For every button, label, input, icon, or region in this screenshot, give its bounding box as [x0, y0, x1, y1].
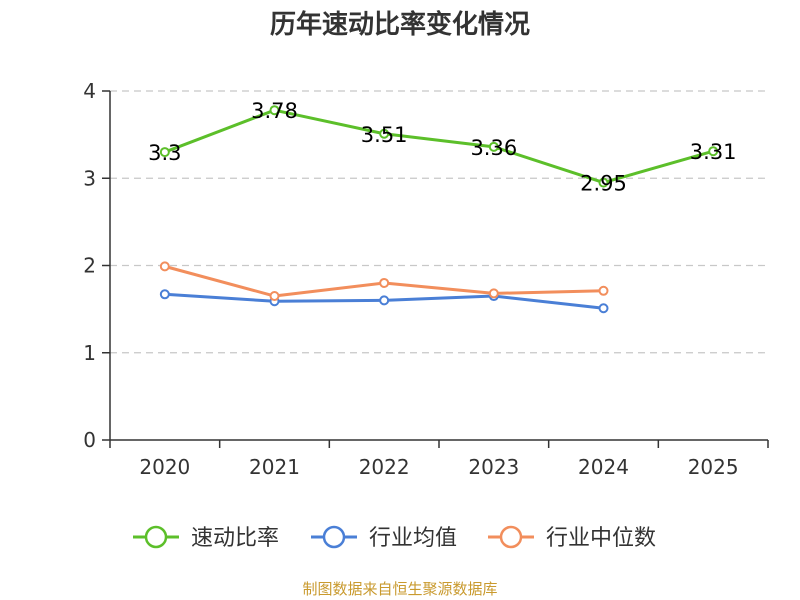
series-line-1	[164, 108, 714, 185]
x-tick-label: 2022	[359, 455, 410, 479]
data-point	[488, 288, 499, 299]
data-point	[379, 128, 390, 139]
data-label: 3.31	[690, 140, 737, 164]
data-point	[159, 147, 170, 158]
data-point	[379, 295, 390, 306]
legend-label: 速动比率	[191, 526, 279, 551]
data-point	[598, 303, 609, 314]
legend-marker	[322, 525, 346, 549]
axes: 0 1 2 3 4 2020 2021 2022 2023 2024 2025	[83, 79, 769, 479]
data-point	[488, 141, 499, 152]
data-label: 3.3	[148, 141, 181, 165]
data-point	[598, 177, 609, 188]
data-point	[159, 261, 170, 272]
data-label: 3.78	[251, 99, 298, 123]
x-tick-label: 2021	[249, 455, 300, 479]
legend-label: 行业均值	[369, 526, 457, 551]
plot-area	[159, 105, 719, 314]
y-tick-label: 3	[83, 166, 96, 190]
data-point	[379, 277, 390, 288]
data-label: 3.51	[361, 123, 408, 147]
y-tick-label: 4	[83, 79, 96, 103]
legend: 速动比率 行业均值 行业中位数	[133, 525, 656, 551]
data-point	[598, 285, 609, 296]
x-tick-label: 2024	[578, 455, 629, 479]
data-point	[269, 105, 280, 116]
y-tick-label: 2	[83, 254, 96, 278]
data-point	[708, 146, 719, 157]
data-label: 3.36	[470, 136, 517, 160]
legend-marker	[499, 525, 523, 549]
data-point	[159, 289, 170, 300]
chart-title: 历年速动比率变化情况	[270, 9, 530, 40]
y-tick-label: 1	[83, 341, 96, 365]
legend-marker	[144, 525, 168, 549]
grid-lines	[110, 90, 768, 354]
data-labels: 3.3 3.78 3.51 3.36 2.95 3.31	[148, 99, 736, 195]
source-note: 制图数据来自恒生聚源数据库	[302, 580, 497, 598]
y-tick-label: 0	[83, 428, 96, 452]
data-point	[269, 291, 280, 302]
x-tick-label: 2023	[468, 455, 519, 479]
x-tick-label: 2025	[688, 455, 739, 479]
x-tick-label: 2020	[139, 455, 190, 479]
legend-label: 行业中位数	[546, 526, 656, 551]
data-label: 2.95	[580, 172, 627, 196]
